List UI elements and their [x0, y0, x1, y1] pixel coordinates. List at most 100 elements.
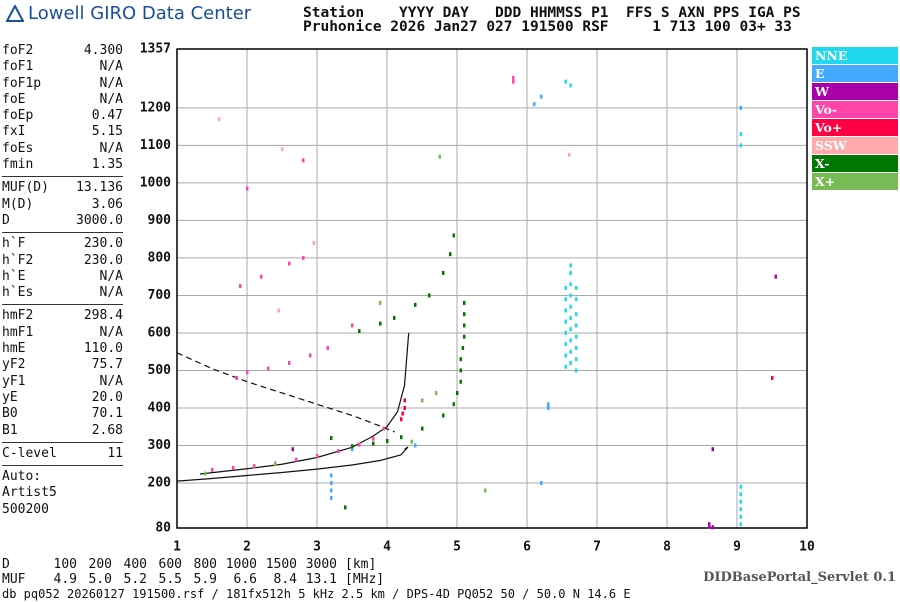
echo-point: [326, 345, 329, 350]
parameter-label: hmE: [2, 341, 26, 357]
echo-point: [569, 83, 572, 88]
parameter-value: N/A: [99, 140, 123, 156]
parameter-value: 3000.0: [76, 212, 123, 228]
echo-point: [410, 439, 413, 444]
echo-point: [344, 505, 347, 510]
echo-point: [302, 255, 305, 260]
echo-point: [569, 293, 572, 298]
parameter-label: h`E: [2, 268, 26, 284]
footer-unit: [km]: [345, 557, 377, 572]
echo-point: [421, 426, 424, 431]
echo-point: [739, 507, 742, 512]
y-tick-label: 700: [148, 288, 172, 303]
separator: [2, 304, 123, 306]
echo-point: [211, 467, 214, 472]
x-tick-label: 10: [799, 540, 815, 555]
x-tick-label: 9: [733, 540, 741, 555]
echo-point: [739, 514, 742, 519]
footer-value: 4.9: [53, 572, 77, 587]
parameter-value: 3.06: [91, 196, 123, 212]
parameter-row: D 3000.0: [2, 213, 123, 229]
footer-value: 1000: [225, 557, 257, 572]
echo-point: [564, 297, 567, 302]
echo-point: [288, 261, 291, 266]
echo-point: [569, 360, 572, 365]
echo-point: [351, 444, 354, 449]
echo-point: [459, 379, 462, 384]
y-tick-label: 1100: [140, 138, 171, 153]
model-trace: [176, 352, 395, 433]
echo-point: [711, 525, 714, 530]
parameter-row: foEp 0.47: [2, 108, 123, 124]
parameter-label: yF2: [2, 357, 26, 373]
parameter-row: fmin 1.35: [2, 157, 123, 173]
echo-point: [461, 345, 465, 350]
parameter-value: 230.0: [83, 252, 123, 268]
echo-point: [739, 492, 742, 497]
echo-point: [246, 370, 249, 375]
parameter-row: foF1 N/A: [2, 59, 123, 75]
parameter-label: fxI: [2, 124, 26, 140]
servlet-label: DIDBasePortal_Servlet 0.1: [703, 570, 896, 585]
echo-point: [512, 75, 515, 80]
parameter-value: 2.68: [91, 422, 123, 438]
parameter-label: yF1: [2, 373, 26, 389]
echo-point: [277, 308, 280, 313]
echo-point: [421, 398, 424, 403]
echo-point: [569, 304, 572, 309]
parameter-row: M(D) 3.06: [2, 197, 123, 213]
parameter-row: h`F 230.0: [2, 236, 123, 252]
echo-point: [569, 338, 572, 343]
echo-point: [569, 315, 572, 320]
y-tick-label: 600: [148, 325, 172, 340]
echo-point: [351, 323, 354, 328]
echo-point: [260, 274, 263, 279]
footer-row: D 100 200 400 600 800 1000 1500 3000 [km]: [2, 557, 631, 572]
echo-point: [274, 462, 277, 467]
header: Station YYYY DAY DDD HHMMSS P1 FFS S AXN…: [303, 5, 801, 35]
echo-point: [463, 334, 466, 339]
echo-point: [564, 319, 567, 324]
echo-point: [403, 405, 406, 410]
echo-point: [774, 274, 777, 279]
echo-point: [316, 453, 319, 458]
y-tick-label: 400: [148, 400, 172, 415]
parameter-row: h`Es N/A: [2, 285, 123, 301]
parameter-row: B0 70.1: [2, 406, 123, 422]
echo-point: [564, 364, 567, 369]
parameter-row: h`E N/A: [2, 269, 123, 285]
parameter-row: foF1p N/A: [2, 76, 123, 92]
echo-point: [401, 411, 404, 416]
echo-point: [379, 300, 382, 305]
echo-point: [351, 447, 354, 452]
parameter-value: N/A: [99, 91, 123, 107]
echo-point: [438, 154, 441, 159]
parameter-value: 1.35: [91, 157, 123, 173]
y-tick-label: 500: [148, 363, 172, 378]
echo-point: [372, 436, 375, 441]
header-line: Station YYYY DAY DDD HHMMSS P1 FFS S AXN…: [303, 5, 801, 21]
auto-line: Auto:: [2, 469, 42, 485]
parameter-row: C-level 11: [2, 446, 123, 462]
parameter-value: 4.300: [83, 43, 123, 58]
echo-point: [442, 413, 445, 418]
separator: [2, 441, 123, 443]
echo-point: [739, 522, 742, 527]
echo-point: [291, 447, 294, 452]
echo-point: [312, 240, 315, 245]
echo-point: [568, 152, 571, 157]
footer: D 100 200 400 600 800 1000 1500 3000 [km] MUF 4.9 5.…: [2, 557, 631, 602]
footer-value: 6.6: [233, 572, 257, 587]
parameter-value: 11: [107, 445, 123, 461]
echo-point: [512, 79, 515, 84]
echo-point: [288, 360, 291, 365]
parameter-label: hmF1: [2, 324, 34, 340]
parameter-label: M(D): [2, 196, 34, 212]
parameter-panel: foF2 4.300 foF1 N/A foF1p N/A foE N/A foEp 0.47 fx…: [2, 43, 123, 518]
echo-point: [459, 368, 462, 373]
footer-value: 3000: [305, 557, 337, 572]
y-tick-label: 200: [148, 475, 172, 490]
parameter-value: N/A: [99, 268, 123, 284]
echo-point: [739, 132, 742, 137]
echo-point: [569, 349, 572, 354]
